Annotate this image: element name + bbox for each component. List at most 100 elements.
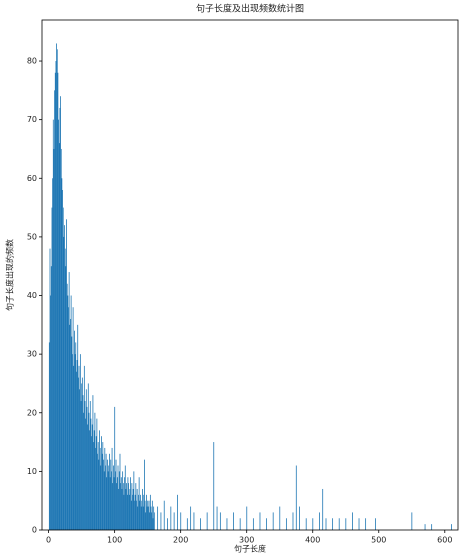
bar: [272, 512, 274, 530]
bar: [109, 477, 111, 530]
bar: [122, 471, 124, 530]
bar: [150, 506, 152, 530]
y-tick-label: 40: [27, 291, 37, 300]
bar: [126, 483, 127, 530]
bar: [138, 477, 140, 530]
bar: [365, 518, 367, 530]
bar: [375, 518, 376, 530]
bar: [153, 506, 155, 530]
bar: [160, 512, 162, 530]
bar: [78, 365, 80, 530]
bar: [49, 248, 51, 530]
bar: [99, 430, 100, 530]
bar: [186, 518, 188, 530]
bar: [55, 61, 57, 530]
bar: [76, 360, 78, 530]
bar: [130, 477, 131, 530]
bar: [163, 500, 165, 530]
bar: [113, 477, 115, 530]
bar: [140, 494, 141, 530]
bar: [58, 143, 60, 530]
bar: [134, 494, 136, 530]
bar: [103, 459, 104, 530]
bar: [62, 207, 64, 530]
bar: [71, 336, 73, 530]
bar: [62, 190, 63, 530]
bar: [239, 518, 241, 530]
bar: [109, 453, 110, 530]
bar: [89, 401, 91, 530]
bar: [105, 453, 107, 530]
bar: [132, 488, 134, 530]
bar: [133, 471, 135, 530]
bar: [83, 365, 85, 530]
bar: [431, 524, 433, 530]
bar: [120, 483, 122, 530]
bar: [128, 483, 129, 530]
bar: [233, 512, 234, 530]
bar: [285, 518, 287, 530]
bar: [50, 266, 52, 530]
bar: [77, 377, 79, 530]
bar: [117, 465, 119, 530]
bar: [60, 96, 61, 530]
bar: [92, 395, 94, 530]
bar: [56, 49, 58, 531]
y-tick-label: 60: [27, 174, 37, 183]
bar: [173, 512, 175, 530]
bar: [121, 488, 123, 530]
bar: [180, 512, 182, 530]
bar: [87, 424, 89, 530]
bar: [145, 512, 147, 530]
bar: [70, 318, 71, 530]
bar: [146, 506, 148, 530]
bar: [94, 412, 96, 530]
x-axis-label: 句子长度: [234, 544, 266, 554]
x-tick-label: 600: [437, 536, 452, 545]
bar: [143, 494, 145, 530]
bar: [132, 494, 133, 530]
bar: [127, 477, 129, 530]
bar: [141, 500, 143, 530]
bar: [97, 453, 98, 530]
bar: [279, 506, 281, 530]
bar: [142, 488, 143, 530]
bar: [93, 430, 95, 530]
bar: [90, 418, 92, 530]
bar: [115, 459, 117, 530]
bar: [338, 518, 340, 530]
bar: [81, 383, 83, 530]
bar: [87, 383, 89, 530]
bar: [126, 494, 128, 530]
bar: [69, 324, 71, 530]
bar: [135, 483, 137, 530]
bar: [123, 494, 125, 530]
bar: [116, 483, 118, 530]
bar: [424, 524, 426, 530]
bar: [130, 500, 132, 530]
bar: [54, 90, 56, 531]
bar: [74, 330, 75, 530]
bar: [66, 219, 67, 530]
bar: [63, 236, 65, 530]
bar: [111, 471, 112, 530]
y-tick-label: 80: [27, 57, 37, 66]
bar: [120, 477, 122, 530]
bar: [312, 518, 314, 530]
bar: [104, 447, 106, 530]
bar: [97, 442, 99, 530]
bar: [137, 506, 139, 530]
bar: [107, 471, 109, 530]
bar: [91, 436, 92, 530]
bar: [299, 506, 300, 530]
bar: [226, 518, 228, 530]
bar: [153, 512, 155, 530]
bar: [142, 506, 144, 530]
bar: [54, 72, 56, 531]
bar: [319, 512, 320, 530]
bar: [95, 436, 97, 530]
bar: [151, 512, 153, 530]
bar: [146, 494, 147, 530]
bar: [216, 506, 218, 530]
bar: [99, 447, 101, 530]
